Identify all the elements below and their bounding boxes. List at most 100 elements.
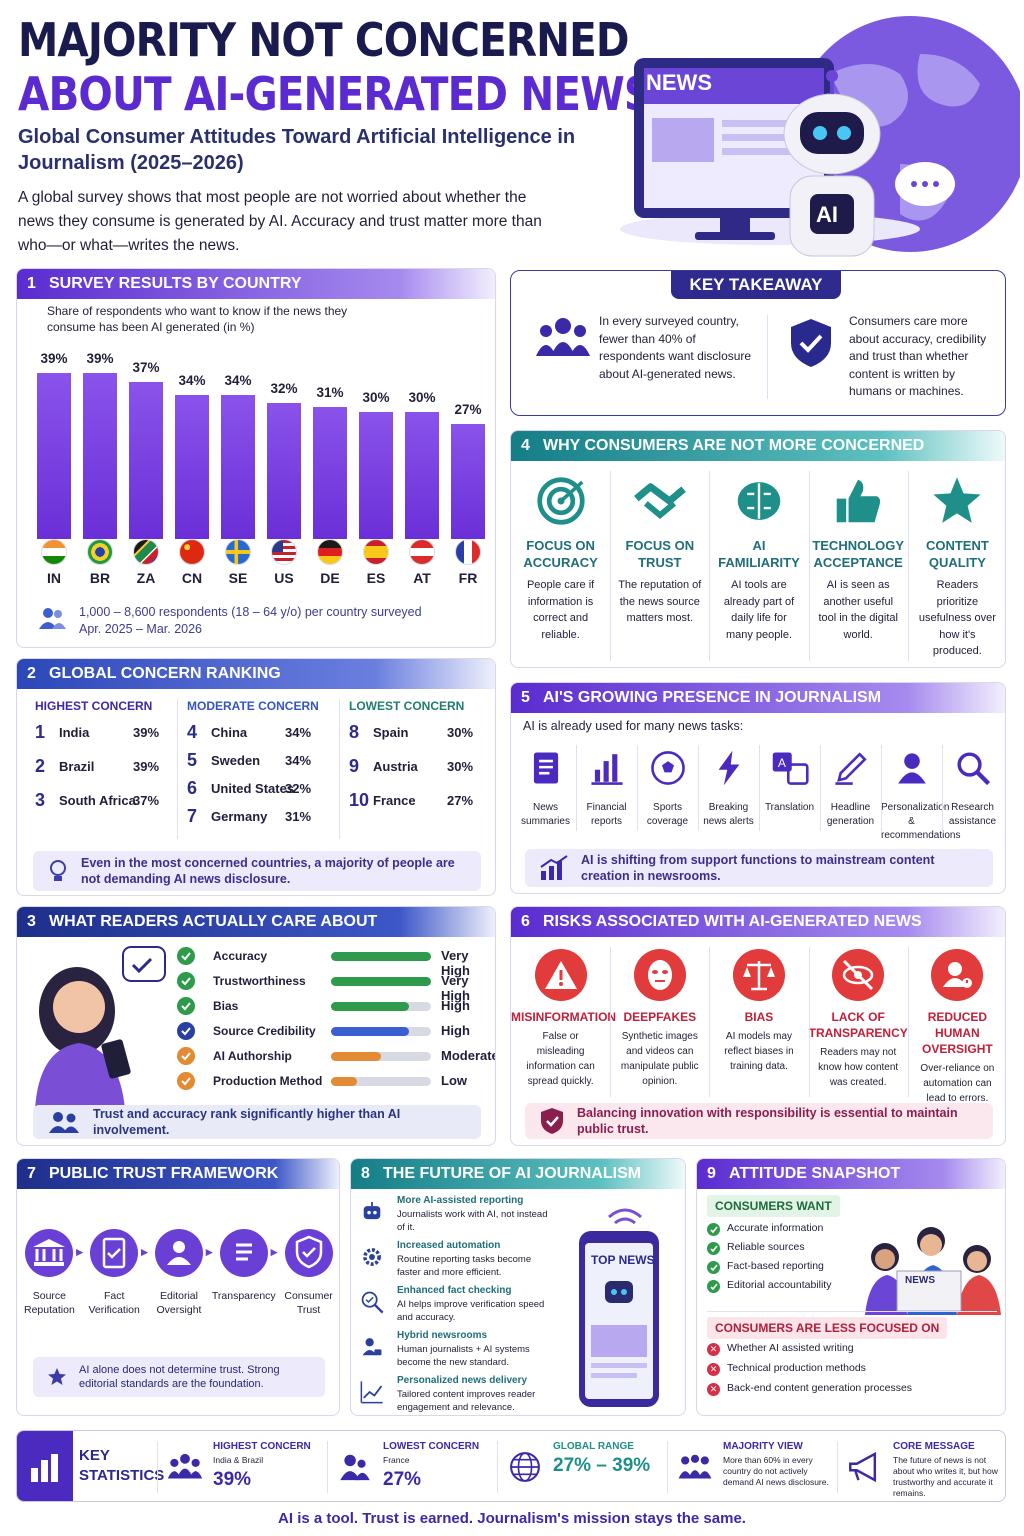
reason-title-2: QUALITY [928,555,986,570]
future-item-title: Hybrid newsrooms [397,1330,488,1341]
globe-icon [505,1447,545,1487]
risk-column: REDUCED HUMAN OVERSIGHT Over-reliance on a… [907,941,1005,1104]
chart-bar-BR [83,373,117,539]
priority-bar-fill [331,1077,357,1086]
shield-check-icon [783,315,839,371]
growth-chart-icon [539,855,569,881]
country-code: CN [181,570,203,586]
key-stat-value: 27% – 39% [553,1455,651,1476]
clipboard-check-icon [90,1229,139,1277]
section-4-header: 4 WHY CONSUMERS ARE NOT MORE CONCERNED [511,431,1005,461]
section-1-header: 1 SURVEY RESULTS BY COUNTRY [17,269,495,299]
priority-label: Accuracy [213,949,268,963]
rank-country: Spain [373,725,409,740]
trust-note: Trust and accuracy rank significantly hi… [33,1105,481,1139]
priority-trustworthiness-icon [177,972,195,990]
framework-step-label-1: Transparency [211,1290,276,1302]
future-item-desc: Routine reporting tasks become faster an… [397,1254,532,1278]
chart-bar-ZA [129,381,163,539]
reason-title-2: FAMILIARITY [718,555,800,570]
less-focused-item: Back-end content generation processes [727,1382,913,1394]
ai-shift-note: AI is shifting from support functions to… [525,849,993,887]
rank-value: 34% [285,725,312,740]
chart-bar-ES [359,411,393,539]
section-7-header: 7 PUBLIC TRUST FRAMEWORK [17,1159,339,1189]
priority-level: High [441,1023,470,1038]
priority-level: Very High [441,948,470,978]
growth-chart-icon [357,1377,387,1407]
country-code: ES [366,570,386,586]
rank-number: 10 [349,790,370,810]
rank-country: Germany [211,809,268,824]
concern-group-title: MODERATE CONCERN [187,699,319,713]
risk-title-2: OVERSIGHT [922,1042,993,1056]
flag-de-icon [317,539,343,565]
key-stat: CORE MESSAGE The future of news is not ab… [837,1431,1005,1501]
statistics-chart-icon [17,1431,73,1501]
ai-task-label-2: coverage [646,816,689,827]
framework-step-label-2: Verification [88,1304,140,1316]
chart-value-label: 32% [270,381,298,396]
arrow-icon: ► [73,1245,86,1259]
key-stat-heading: LOWEST CONCERN [383,1441,480,1452]
svg-text:A: A [777,756,786,770]
chart-value-label: 31% [316,385,344,401]
key-stats-title-1: KEY [79,1447,110,1464]
consumer-want-item: Editorial accountability [727,1279,832,1291]
chart-value-label: 27% [454,402,482,418]
chart-description: Share of respondents who want to know if… [47,304,348,334]
flag-fr-icon [455,539,481,565]
group-icon [533,313,593,363]
framework-step-label-1: Fact [103,1290,125,1302]
check-icon [707,1223,720,1236]
editor-icon [154,1229,203,1277]
framework-step-label-2: Trust [296,1304,321,1316]
future-item-title: Personalized news delivery [397,1375,528,1386]
priority-bar-fill [331,1002,409,1011]
chart-bar-SE [221,394,255,539]
soccer-ball-icon [637,745,698,791]
reason-title-1: TECHNOLOGY [812,538,905,553]
priority-label: Production Method [213,1074,323,1088]
country-code: FR [458,570,478,586]
ai-task-label-2: summaries [521,816,570,827]
priority-bar-fill [331,1052,381,1061]
key-stat-heading: GLOBAL RANGE [553,1441,634,1452]
section-attitude-snapshot: 9 ATTITUDE SNAPSHOT CONSUMERS WANT Accura… [696,1158,1006,1416]
priority-bar [331,977,431,986]
ai-task-label-1: Personalization [881,802,950,813]
country-code: US [274,570,294,586]
reason-title-1: CONTENT [925,538,989,553]
reason-title-1: FOCUS ON [625,538,695,553]
section-concern-ranking: 2 GLOBAL CONCERN RANKING HIGHEST CONCERN 1… [16,658,496,896]
country-code: AT [413,570,431,586]
hero-illustration: NEWS AI [600,14,1024,264]
section-reader-priorities: 3 WHAT READERS ACTUALLY CARE ABOUT Accura… [16,906,496,1146]
x-icon: ✕ [707,1343,720,1356]
thumbs-up-icon [809,471,908,531]
rank-number: 4 [187,722,198,742]
rank-country: United States [211,781,295,796]
priority-bar [331,1027,431,1036]
star-icon [908,471,1005,531]
risk-note-text: Balancing innovation with responsibility… [577,1106,958,1136]
consumer-want-item: Accurate information [727,1222,824,1234]
chart-bar-AT [405,411,439,539]
person-alert-icon [931,949,984,1001]
intro-text: A global survey shows that most people a… [18,189,542,254]
concern-group-title: LOWEST CONCERN [349,699,465,713]
consumer-want-item: Reliable sources [727,1241,805,1253]
reason-desc: People care if information is correct an… [526,579,595,641]
ai-task: A Translation [759,745,820,835]
key-stat-sub: India & Brazil [213,1455,264,1465]
framework-step-label-1: Source [32,1290,67,1302]
reason-title-2: ACCURACY [523,555,598,570]
future-item-title: Enhanced fact checking [397,1285,512,1296]
section-survey-results: 1 SURVEY RESULTS BY COUNTRY Share of resp… [16,268,496,648]
arrow-icon: ► [268,1245,281,1259]
reason-column: CONTENT QUALITY Readers prioritize usefuln… [907,465,1005,665]
rank-number: 8 [349,722,360,742]
flag-cn-icon [179,539,205,565]
footer-tagline: AI is a tool. Trust is earned. Journalis… [278,1510,746,1527]
respondents-icon [35,603,69,633]
